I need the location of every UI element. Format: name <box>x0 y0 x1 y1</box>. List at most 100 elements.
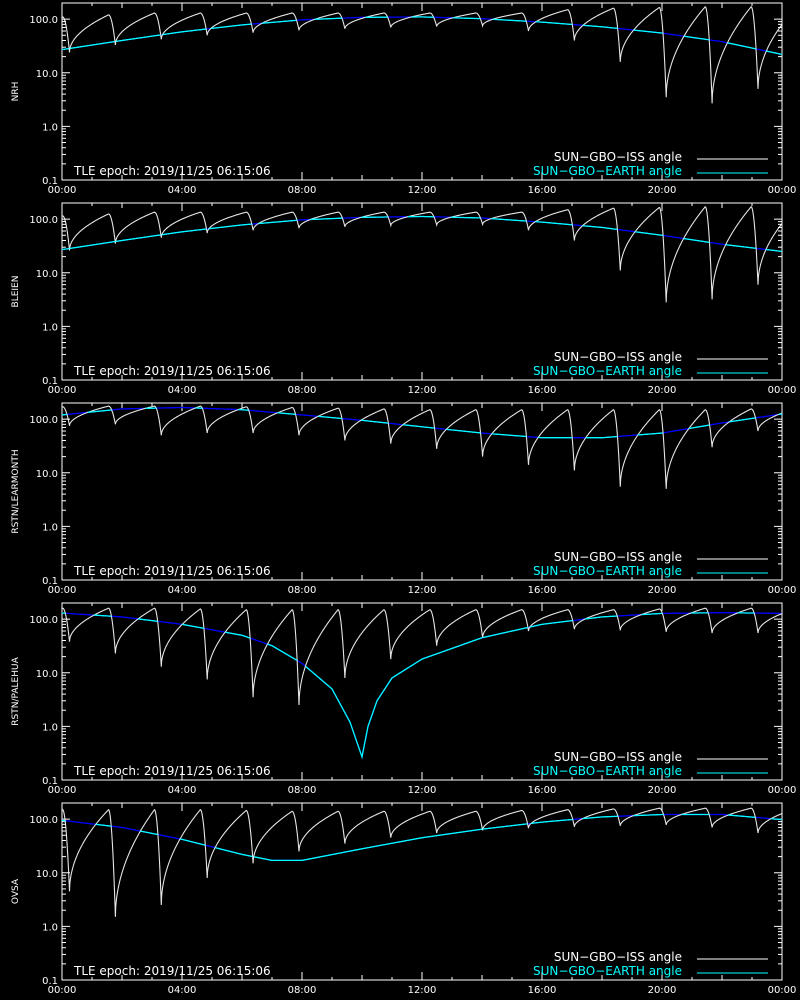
earth-angle-line-visible <box>452 17 481 20</box>
earth-angle-line-visible <box>115 234 161 243</box>
y-tick-label: 1.0 <box>42 522 58 533</box>
y-tick-label: 10.0 <box>36 69 58 80</box>
y-tick-label: 100.0 <box>29 415 58 426</box>
y-tick-label: 10.0 <box>36 469 58 480</box>
earth-angle-line-visible <box>403 424 435 429</box>
x-tick-label: 12:00 <box>408 985 437 996</box>
x-tick-label: 00:00 <box>48 385 77 396</box>
x-tick-label: 00:00 <box>768 785 797 796</box>
earth-angle-line-visible <box>725 244 756 249</box>
earth-angle-line-visible <box>209 223 252 230</box>
earth-angle-line-visible <box>585 615 618 620</box>
earth-angle-line-visible <box>585 435 618 439</box>
x-tick-label: 00:00 <box>48 585 77 596</box>
x-tick-label: 12:00 <box>408 585 437 596</box>
earth-angle-line-visible <box>641 612 663 616</box>
legend-earth-label: SUN−GBO−EARTH angle <box>533 364 682 378</box>
iss-angle-line <box>61 206 783 303</box>
legend-earth-label: SUN−GBO−EARTH angle <box>533 964 682 978</box>
earth-angle-line-visible <box>94 614 112 617</box>
iss-angle-line <box>61 607 783 706</box>
y-tick-label: 10.0 <box>36 269 58 280</box>
earth-angle-line-visible <box>582 225 618 231</box>
earth-angle-line-visible <box>778 413 783 416</box>
y-tick-label: 100.0 <box>29 15 58 26</box>
earth-angle-line-visible <box>531 818 573 825</box>
earth-angle-line-visible <box>180 838 206 846</box>
x-tick-label: 16:00 <box>528 985 557 996</box>
legend-earth-label: SUN−GBO−EARTH angle <box>533 164 682 178</box>
earth-angle-line-visible <box>765 248 782 253</box>
earth-angle-line-visible <box>262 19 297 24</box>
earth-angle-line-visible <box>210 23 252 30</box>
legend-iss-label: SUN−GBO−ISS angle <box>554 150 682 164</box>
x-tick-label: 08:00 <box>288 985 317 996</box>
earth-angle-line-visible <box>492 18 527 22</box>
earth-angle-line-visible <box>689 424 710 430</box>
y-tick-label: 1.0 <box>42 922 58 933</box>
x-tick-label: 20:00 <box>648 985 677 996</box>
x-tick-label: 00:00 <box>768 185 797 196</box>
earth-angle-line-visible <box>633 813 664 817</box>
legend-earth-label: SUN−GBO−EARTH angle <box>533 764 682 778</box>
x-tick-label: 00:00 <box>48 985 77 996</box>
earth-angle-line-visible <box>62 413 67 416</box>
x-tick-label: 04:00 <box>168 985 197 996</box>
legend-iss-label: SUN−GBO−ISS angle <box>554 950 682 964</box>
x-tick-label: 00:00 <box>48 785 77 796</box>
y-tick-label: 1.0 <box>42 322 58 333</box>
x-tick-label: 12:00 <box>408 185 437 196</box>
earth-angle-line-visible <box>305 637 483 760</box>
x-tick-label: 12:00 <box>408 785 437 796</box>
tle-epoch-text: TLE epoch: 2019/11/25 06:15:06 <box>73 564 271 578</box>
earth-angle-line-visible <box>583 24 618 30</box>
earth-angle-line-visible <box>683 237 710 244</box>
earth-angle-line-visible <box>535 221 573 226</box>
x-tick-label: 04:00 <box>168 185 197 196</box>
earth-angle-line-visible <box>446 428 481 434</box>
plot-panel-2: BLEIEN 0.1 1.0 10.0 100.0 00:00 04:00 08:00 12:0… <box>11 202 796 396</box>
x-tick-label: 04:00 <box>168 385 197 396</box>
earth-angle-line-visible <box>361 419 389 424</box>
x-tick-label: 20:00 <box>648 785 677 796</box>
x-tick-label: 00:00 <box>768 985 797 996</box>
earth-angle-line-visible <box>267 643 298 661</box>
x-tick-label: 16:00 <box>528 185 557 196</box>
y-axis-label: BLEIEN <box>11 276 21 308</box>
x-tick-label: 16:00 <box>528 785 557 796</box>
x-tick-label: 16:00 <box>528 385 557 396</box>
earth-angle-line-visible <box>683 35 710 41</box>
earth-angle-line-visible <box>162 28 206 36</box>
earth-angle-line-visible <box>635 231 663 237</box>
y-tick-label: 100.0 <box>29 215 58 226</box>
earth-angle-line-visible <box>530 619 573 628</box>
iss-angle-line <box>61 405 783 489</box>
y-axis-label: OVSA <box>11 878 21 904</box>
y-tick-label: 1.0 <box>42 722 58 733</box>
tle-epoch-text: TLE epoch: 2019/11/25 06:15:06 <box>73 164 271 178</box>
earth-angle-line-visible <box>69 240 116 250</box>
y-tick-label: 1.0 <box>42 122 58 133</box>
earth-angle-line-visible <box>258 219 297 225</box>
tle-epoch-text: TLE epoch: 2019/11/25 06:15:06 <box>73 964 271 978</box>
legend-earth-label: SUN−GBO−EARTH angle <box>533 564 682 578</box>
plot-panel-1: NRH 0.1 1.0 10.0 100.0 00:00 04:00 08:00 12:00 16… <box>11 2 797 196</box>
y-tick-label: 10.0 <box>36 869 58 880</box>
iss-angle-line <box>61 6 783 104</box>
earth-angle-line-visible <box>482 823 528 830</box>
x-tick-label: 20:00 <box>648 385 677 396</box>
plot-panel-3: RSTN/LEARMONTH 0.1 1.0 10.0 100.0 00:00 04:00 0… <box>11 402 796 596</box>
x-tick-label: 00:00 <box>48 185 77 196</box>
earth-angle-line-visible <box>491 217 527 222</box>
earth-angle-line-visible <box>638 432 664 436</box>
earth-angle-line-visible <box>215 847 253 858</box>
earth-angle-line-visible <box>318 415 342 420</box>
y-tick-label: 100.0 <box>29 615 58 626</box>
earth-angle-line-visible <box>771 818 782 821</box>
x-tick-label: 08:00 <box>288 385 317 396</box>
y-tick-label: 0.1 <box>42 576 58 587</box>
earth-angle-line-visible <box>582 815 618 820</box>
earth-angle-line-visible <box>253 828 483 862</box>
y-tick-label: 0.1 <box>42 376 58 387</box>
x-tick-label: 04:00 <box>168 785 197 796</box>
